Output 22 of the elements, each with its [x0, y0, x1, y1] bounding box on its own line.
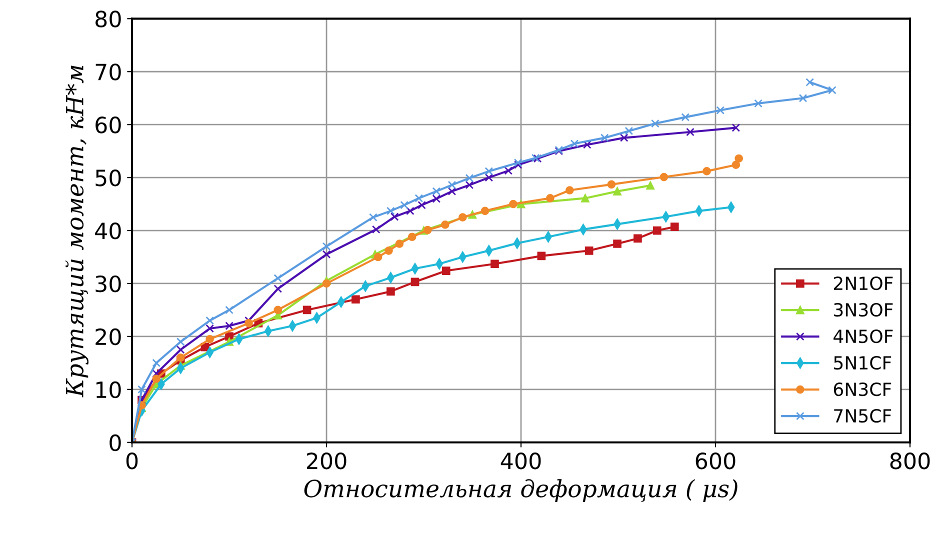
y-tick-label: 0 [110, 434, 121, 452]
y-tick-label: 40 [95, 222, 121, 240]
legend-label: 7N5CF [834, 408, 892, 423]
legend-label: 6N3CF [834, 382, 892, 396]
x-tick-label: 600 [696, 452, 736, 470]
x-tick-label: 400 [500, 452, 541, 470]
y-tick-label: 20 [96, 328, 121, 346]
legend-label: 3N3OF [834, 302, 893, 317]
y-tick-label: 80 [96, 10, 121, 28]
y-tick-label: 30 [96, 275, 121, 292]
y-tick-label: 60 [96, 116, 121, 134]
x-axis-title: Относительная деформация ( μs) [304, 479, 738, 502]
y-axis-title: Крутящий момент, кН*м [65, 66, 88, 398]
y-tick-label: 50 [96, 170, 121, 186]
x-tick-label: 800 [890, 452, 930, 470]
legend-label: 4N5OF [834, 329, 893, 344]
y-tick-label: 10 [96, 381, 121, 398]
x-tick-label: 200 [306, 452, 346, 470]
y-tick-label: 70 [96, 64, 121, 80]
legend-label: 2N1OF [834, 276, 893, 290]
x-tick-label: 0 [126, 452, 138, 470]
legend-label: 5N1CF [834, 356, 892, 370]
